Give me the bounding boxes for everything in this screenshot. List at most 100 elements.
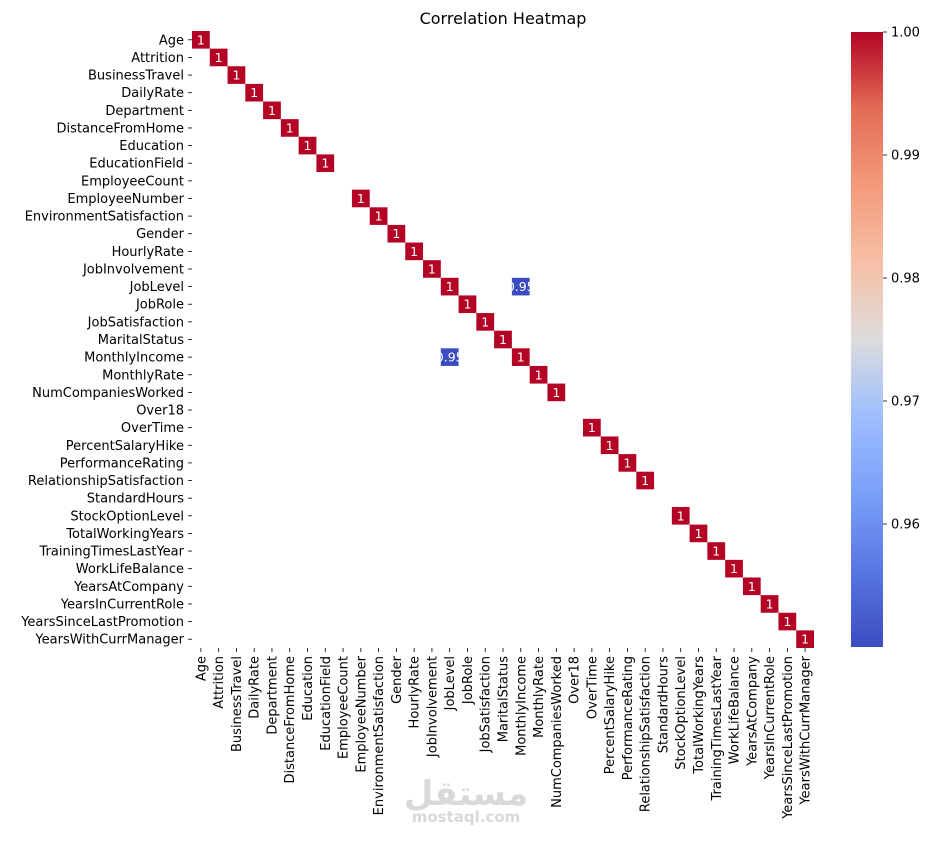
heatmap-cell-jobinvolvement-label: 1 <box>428 261 436 276</box>
y-tick-label: TotalWorkingYears <box>65 527 184 542</box>
heatmap-cell-monthlyrate <box>529 365 548 384</box>
heatmap-cell-distancefromhome <box>280 119 299 137</box>
x-tick-label: DistanceFromHome <box>283 656 298 783</box>
heatmap-cell-overtime <box>582 418 601 437</box>
heatmap-cell-monthlyincome <box>511 348 530 366</box>
heatmap-cell-joblevel-monthlyincome <box>511 277 530 296</box>
heatmap-cell-yearssincelastpromotion-label: 1 <box>783 614 791 629</box>
heatmap-cell-yearsincurrentrole <box>760 595 779 613</box>
heatmap-cell-yearswithcurrmanager <box>796 630 814 648</box>
y-tick-label: TrainingTimesLastYear <box>39 545 185 560</box>
y-tick-label: EmployeeCount <box>81 174 184 189</box>
y-axis-tick-labels: Age Attrition BusinessTravel DailyRate Depar… <box>20 33 192 648</box>
x-tick-label: RelationshipSatisfaction <box>639 656 654 812</box>
heatmap-cell-joblevel <box>440 277 459 296</box>
watermark-logo: مستقل mostaql.com <box>404 774 528 826</box>
x-tick-label: YearsAtCompany <box>745 656 760 767</box>
x-tick-label: PercentSalaryHike <box>603 656 618 774</box>
heatmap-cell-stockoptionlevel-label: 1 <box>677 508 685 523</box>
heatmap-cell-department <box>263 101 281 120</box>
heatmap-cell-jobrole-label: 1 <box>463 297 471 312</box>
watermark-arabic-text: مستقل <box>404 774 528 814</box>
y-tick-label: EnvironmentSatisfaction <box>25 210 184 225</box>
x-tick-label: Education <box>301 656 316 721</box>
x-tick-label: PerformanceRating <box>621 656 636 780</box>
y-tick-label: Gender <box>136 227 185 242</box>
x-tick-label: JobRole <box>461 656 476 705</box>
y-tick-label: StandardHours <box>87 492 184 507</box>
colorbar-tick-label: 0.98 <box>891 272 920 287</box>
heatmap-cell-environmentsatisfaction-label: 1 <box>375 209 383 224</box>
x-tick-label: MonthlyRate <box>532 656 547 738</box>
x-tick-label: DailyRate <box>248 656 263 719</box>
y-tick-label: OverTime <box>121 421 184 436</box>
heatmap-cell-worklifebalance <box>725 559 743 578</box>
colorbar-tick-label: 0.97 <box>891 395 920 410</box>
x-tick-label: TrainingTimesLastYear <box>710 655 725 801</box>
heatmap-cell-jobinvolvement <box>423 260 441 278</box>
heatmap-cell-joblevel-label: 1 <box>446 279 454 294</box>
heatmap-cell-dailyrate-label: 1 <box>250 85 258 100</box>
x-tick-label: EducationField <box>319 656 334 751</box>
y-tick-label: MaritalStatus <box>98 333 184 348</box>
x-tick-label: StockOptionLevel <box>674 656 689 770</box>
x-tick-label: Age <box>194 656 209 681</box>
x-tick-label: JobInvolvement <box>425 656 440 758</box>
x-tick-label: OverTime <box>585 656 600 719</box>
y-tick-label: Attrition <box>131 51 184 66</box>
y-tick-label: EmployeeNumber <box>67 192 184 207</box>
x-tick-label: HourlyRate <box>408 656 423 728</box>
heatmap-cell-yearssincelastpromotion <box>778 612 797 631</box>
heatmap-cell-educationfield <box>316 154 335 173</box>
heatmap-cell-department-label: 1 <box>268 103 276 118</box>
heatmap-cell-performancerating <box>618 454 637 472</box>
heatmap-cell-percentsalaryhike <box>600 436 619 455</box>
y-tick-label: Age <box>159 33 184 48</box>
y-tick-label: JobSatisfaction <box>87 315 184 330</box>
heatmap-cell-employeenumber <box>351 189 370 208</box>
y-tick-label: YearsWithCurrManager <box>34 633 184 648</box>
heatmap-cell-jobrole <box>458 295 477 314</box>
heatmap-cell-percentsalaryhike-label: 1 <box>606 438 614 453</box>
x-tick-label: JobSatisfaction <box>479 656 494 753</box>
colorbar-gradient <box>851 32 883 647</box>
y-tick-label: RelationshipSatisfaction <box>28 474 184 489</box>
x-tick-label: Gender <box>390 655 405 704</box>
colorbar-tick-label: 0.99 <box>891 149 920 164</box>
y-tick-label: StockOptionLevel <box>70 509 184 524</box>
x-tick-label: YearsWithCurrManager <box>799 655 814 805</box>
heatmap-cell-gender-label: 1 <box>392 226 400 241</box>
y-tick-label: Education <box>119 139 184 154</box>
heatmap-cell-joblevel-monthlyincome-label: 0.95 <box>507 279 535 294</box>
heatmap-cell-worklifebalance-label: 1 <box>730 561 738 576</box>
colorbar: 0.96 0.97 0.98 0.99 1.00 <box>851 26 920 647</box>
y-tick-label: JobLevel <box>129 280 184 295</box>
x-tick-label: MaritalStatus <box>497 656 512 742</box>
heatmap-cell-gender <box>387 224 406 243</box>
y-tick-label: Over18 <box>136 404 184 419</box>
heatmap-cell-relationshipsatisfaction <box>636 471 655 490</box>
y-tick-label: PercentSalaryHike <box>66 439 184 454</box>
y-tick-label: MonthlyIncome <box>84 351 184 366</box>
y-tick-label: YearsSinceLastPromotion <box>20 615 184 630</box>
heatmap-cell-maritalstatus-label: 1 <box>499 332 507 347</box>
heatmap-cell-monthlyincome-joblevel-label: 0.95 <box>436 350 464 365</box>
heatmap-cell-dailyrate <box>245 83 264 102</box>
x-tick-label: MonthlyIncome <box>514 656 529 756</box>
heatmap-cell-environmentsatisfaction <box>369 207 388 225</box>
x-tick-label: Over18 <box>568 656 583 704</box>
x-tick-label: Attrition <box>212 656 227 709</box>
y-tick-label: JobInvolvement <box>82 262 184 277</box>
y-tick-label: DistanceFromHome <box>57 121 184 136</box>
x-tick-label: EmployeeNumber <box>354 655 369 772</box>
heatmap-cell-age-label: 1 <box>197 32 205 47</box>
colorbar-tick-label: 0.96 <box>891 518 920 533</box>
y-tick-label: BusinessTravel <box>88 69 184 84</box>
heatmap-cell-maritalstatus <box>494 330 512 349</box>
heatmap-cell-education <box>298 136 317 155</box>
x-tick-label: Department <box>265 656 280 735</box>
x-tick-label: StandardHours <box>656 656 671 753</box>
heatmap-cell-relationshipsatisfaction-label: 1 <box>641 473 649 488</box>
